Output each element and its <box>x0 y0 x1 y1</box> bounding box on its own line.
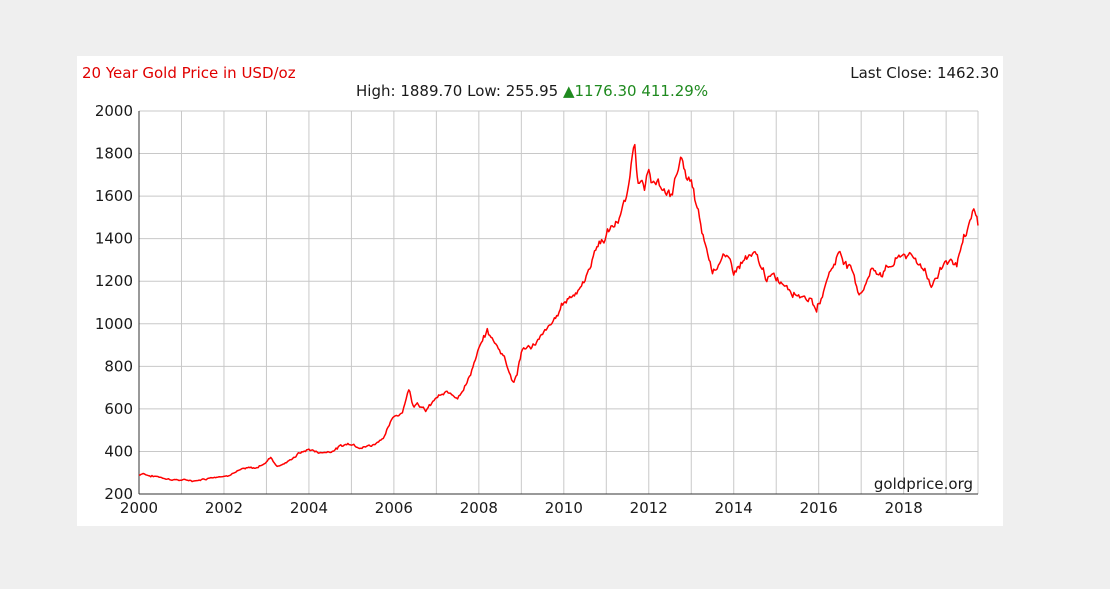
last-close-value: 1462.30 <box>936 64 999 82</box>
y-tick-label: 1800 <box>95 145 133 163</box>
watermark-goldprice: goldprice.org <box>874 475 973 493</box>
x-tick-label: 2010 <box>545 499 583 517</box>
x-tick-label: 2012 <box>630 499 668 517</box>
x-tick-label: 2016 <box>800 499 838 517</box>
y-tick-label: 600 <box>104 400 133 418</box>
x-tick-label: 2004 <box>290 499 328 517</box>
up-arrow-icon: ▲ <box>562 82 575 100</box>
x-tick-label: 2006 <box>375 499 413 517</box>
y-tick-label: 2000 <box>95 102 133 120</box>
y-tick-label: 1000 <box>95 315 133 333</box>
y-tick-label: 800 <box>104 357 133 375</box>
low-value: 255.95 <box>505 82 559 100</box>
x-tick-label: 2000 <box>120 499 158 517</box>
x-axis-tick-labels: 2000 2002 2004 2006 2008 2010 2012 2014 2016 2018 <box>120 499 923 517</box>
chart-grid <box>138 110 979 495</box>
price-series-line <box>138 143 979 483</box>
y-tick-label: 1400 <box>95 230 133 248</box>
y-axis-tick-labels: 200 400 600 800 1000 1200 1400 1600 1800 2000 <box>95 102 133 503</box>
y-tick-label: 1600 <box>95 187 133 205</box>
low-label: Low: <box>467 82 501 100</box>
last-close-label: Last Close: <box>850 64 933 82</box>
x-tick-label: 2008 <box>460 499 498 517</box>
y-tick-label: 1200 <box>95 272 133 290</box>
stats-line: High: 1889.70 Low: 255.95 ▲1176.30 411.2… <box>356 82 708 100</box>
y-tick-label: 200 <box>104 485 133 503</box>
chart-card <box>77 56 1003 526</box>
change-value: 1176.30 <box>574 82 637 100</box>
x-tick-label: 2002 <box>205 499 243 517</box>
high-label: High: <box>356 82 396 100</box>
x-tick-label: 2014 <box>715 499 753 517</box>
last-close: Last Close: 1462.30 <box>850 64 999 82</box>
y-tick-label: 400 <box>104 442 133 460</box>
high-value: 1889.70 <box>400 82 463 100</box>
x-tick-label: 2018 <box>885 499 923 517</box>
change-percent: 411.29% <box>641 82 709 100</box>
chart-title: 20 Year Gold Price in USD/oz <box>82 64 296 82</box>
